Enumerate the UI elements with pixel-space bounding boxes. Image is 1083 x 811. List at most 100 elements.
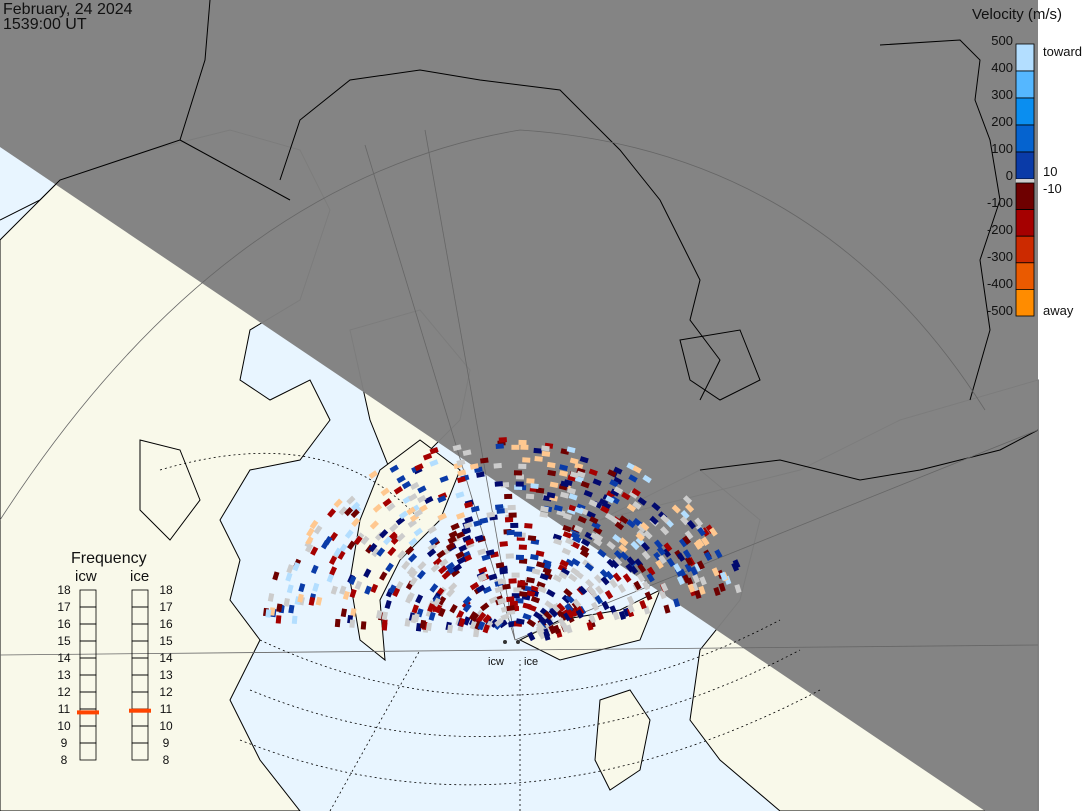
- velocity-cell: [559, 470, 568, 477]
- velocity-cell: [422, 452, 433, 461]
- velocity-cell: [504, 516, 514, 523]
- velocity-cell: [429, 536, 439, 546]
- velocity-cell: [428, 611, 436, 621]
- velocity-cell: [518, 463, 527, 469]
- velocity-cell: [539, 573, 549, 581]
- frequency-tick: 13: [159, 668, 173, 682]
- velocity-cell: [628, 474, 638, 483]
- velocity-cell: [508, 578, 517, 584]
- velocity-cell: [526, 618, 537, 628]
- velocity-cell: [617, 583, 627, 594]
- velocity-cell: [542, 566, 552, 575]
- velocity-cell: [323, 535, 333, 546]
- frequency-tick: 12: [159, 685, 173, 699]
- velocity-cell: [333, 547, 342, 557]
- velocity-cell: [337, 550, 346, 560]
- night-shading: [0, 0, 1038, 811]
- velocity-cell: [462, 535, 472, 543]
- velocity-cell: [408, 537, 418, 547]
- velocity-cell: [310, 546, 319, 556]
- colorbar-segment: [1015, 209, 1035, 237]
- velocity-cell: [590, 532, 600, 541]
- velocity-cell: [568, 573, 578, 583]
- velocity-cell: [364, 585, 372, 595]
- velocity-cell: [450, 522, 460, 531]
- velocity-cell: [687, 583, 696, 593]
- velocity-cell: [544, 600, 554, 609]
- velocity-cell: [522, 613, 532, 621]
- velocity-cell: [676, 552, 686, 562]
- velocity-cell: [494, 617, 504, 627]
- velocity-cell: [346, 495, 356, 505]
- velocity-cell: [351, 517, 361, 527]
- frequency-tick: 11: [57, 702, 71, 716]
- velocity-cell: [354, 580, 363, 590]
- velocity-cell: [619, 515, 629, 525]
- velocity-cell: [457, 469, 467, 477]
- velocity-cell: [506, 529, 515, 536]
- velocity-cell: [485, 549, 495, 556]
- velocity-cell: [398, 510, 409, 520]
- velocity-cell: [566, 487, 577, 495]
- velocity-cell: [306, 527, 315, 538]
- velocity-cell: [627, 603, 635, 613]
- velocity-cell: [297, 593, 304, 603]
- velocity-cell: [660, 582, 669, 592]
- velocity-cell: [500, 482, 510, 488]
- velocity-cell: [465, 538, 475, 546]
- velocity-cell: [438, 565, 448, 575]
- velocity-cell: [517, 580, 526, 586]
- velocity-cell: [649, 515, 659, 525]
- velocity-cell: [445, 542, 456, 551]
- velocity-cell: [530, 595, 541, 604]
- velocity-cell: [604, 590, 614, 600]
- colorbar-segment: [1015, 182, 1035, 211]
- velocity-cell: [694, 589, 702, 600]
- velocity-colorbar: [1015, 43, 1035, 317]
- velocity-cell: [425, 622, 432, 632]
- velocity-cell: [396, 532, 406, 542]
- velocity-cell: [598, 498, 609, 507]
- velocity-cell: [566, 446, 576, 454]
- velocity-cell: [476, 471, 485, 478]
- radar-site-ice: [516, 640, 520, 644]
- velocity-cell: [371, 547, 381, 558]
- velocity-cell: [610, 496, 620, 505]
- velocity-cell: [713, 586, 721, 597]
- velocity-cell: [401, 560, 411, 570]
- velocity-cell: [349, 619, 356, 628]
- velocity-cell: [628, 490, 639, 499]
- velocity-cell: [463, 521, 473, 529]
- velocity-cell: [586, 510, 596, 519]
- colorbar-segment: [1015, 235, 1035, 264]
- velocity-cell: [432, 557, 443, 567]
- velocity-cell: [452, 444, 462, 452]
- colorbar-segment: [1015, 70, 1035, 99]
- frequency-tick: 16: [57, 617, 71, 631]
- velocity-cell: [718, 582, 726, 592]
- velocity-cell: [636, 573, 646, 583]
- velocity-cell: [464, 501, 474, 509]
- velocity-cell: [417, 485, 427, 494]
- velocity-cell: [539, 511, 549, 518]
- velocity-cell: [315, 596, 323, 606]
- velocity-cell: [576, 470, 586, 479]
- latitude-rings: [159, 452, 821, 811]
- frequency-tick: 10: [159, 719, 173, 733]
- velocity-cell: [407, 519, 418, 528]
- velocity-cell: [462, 449, 472, 456]
- velocity-cell: [579, 456, 589, 464]
- velocity-cell: [560, 491, 570, 499]
- velocity-cell: [494, 586, 504, 594]
- velocity-cell: [518, 591, 528, 598]
- velocity-cell: [408, 569, 418, 579]
- velocity-cell: [493, 462, 502, 469]
- velocity-cell: [673, 598, 681, 608]
- velocity-cell: [461, 526, 472, 534]
- velocity-cell: [469, 463, 479, 470]
- velocity-cell: [526, 576, 535, 584]
- velocity-cell: [495, 562, 505, 569]
- velocity-cell: [680, 509, 690, 520]
- velocity-cell: [389, 523, 399, 533]
- frequency-tick: 18: [159, 583, 173, 597]
